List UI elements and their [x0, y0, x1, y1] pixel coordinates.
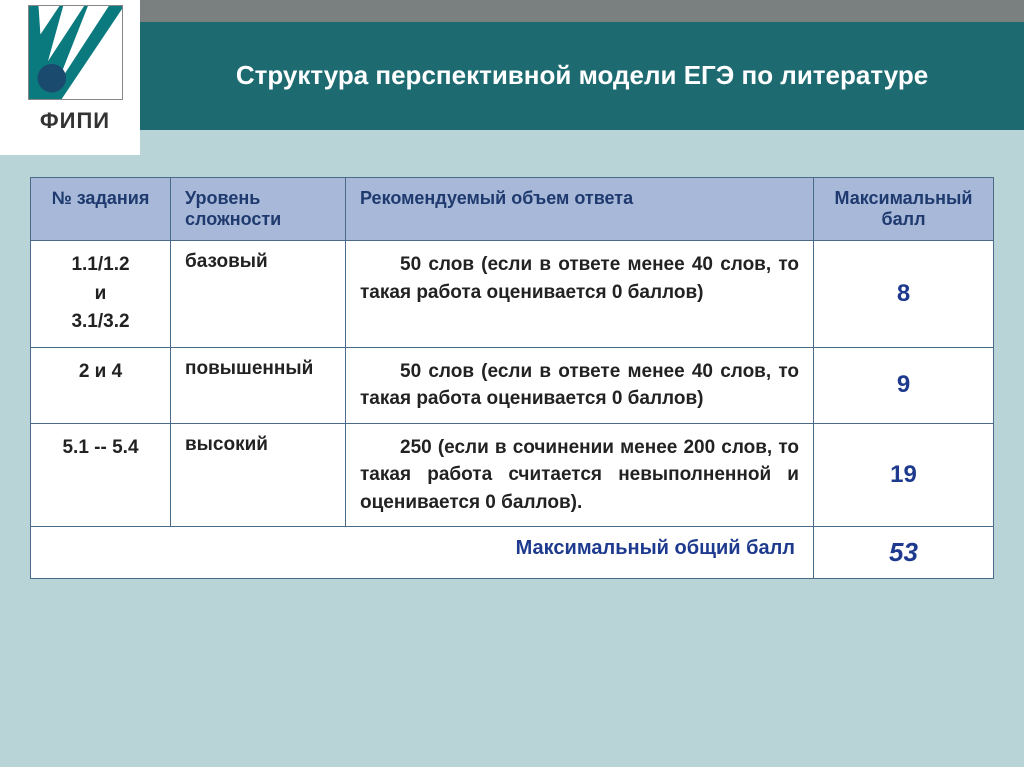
cell-task: 5.1 -- 5.4 [31, 423, 171, 527]
desc-text: 50 слов (если в ответе менее 40 слов, то… [360, 251, 799, 306]
cell-score: 19 [814, 423, 994, 527]
task-line-1: 1.1/1.2 [71, 254, 129, 275]
structure-table: № задания Уровень сложности Рекомендуемы… [30, 177, 994, 579]
header-shadow [140, 0, 1024, 22]
task-line-2: и [95, 283, 107, 304]
header-spacer [140, 130, 1024, 155]
col-header-task: № задания [31, 178, 171, 241]
cell-desc: 250 (если в сочинении менее 200 слов, то… [346, 423, 814, 527]
task-line-3: 3.1/3.2 [71, 311, 129, 332]
logo-label: ФИПИ [15, 108, 135, 134]
cell-level: базовый [171, 241, 346, 348]
table-total-row: Максимальный общий балл 53 [31, 527, 994, 579]
desc-text: 50 слов (если в ответе менее 40 слов, то… [360, 358, 799, 413]
col-header-desc: Рекомендуемый объем ответа [346, 178, 814, 241]
cell-task: 2 и 4 [31, 347, 171, 423]
cell-desc: 50 слов (если в ответе менее 40 слов, то… [346, 347, 814, 423]
cell-task: 1.1/1.2 и 3.1/3.2 [31, 241, 171, 348]
total-label: Максимальный общий балл [31, 527, 814, 579]
table-row: 1.1/1.2 и 3.1/3.2 базовый 50 слов (если … [31, 241, 994, 348]
table-header-row: № задания Уровень сложности Рекомендуемы… [31, 178, 994, 241]
col-header-level: Уровень сложности [171, 178, 346, 241]
cell-desc: 50 слов (если в ответе менее 40 слов, то… [346, 241, 814, 348]
content-area: № задания Уровень сложности Рекомендуемы… [0, 155, 1024, 579]
table-row: 5.1 -- 5.4 высокий 250 (если в сочинении… [31, 423, 994, 527]
logo-block: ФИПИ [15, 0, 135, 155]
total-score: 53 [814, 527, 994, 579]
cell-score: 9 [814, 347, 994, 423]
cell-score: 8 [814, 241, 994, 348]
table-row: 2 и 4 повышенный 50 слов (если в ответе … [31, 347, 994, 423]
desc-text: 250 (если в сочинении менее 200 слов, то… [360, 434, 799, 517]
cell-level: высокий [171, 423, 346, 527]
header-area: ФИПИ Структура перспективной модели ЕГЭ … [0, 0, 1024, 155]
page-title: Структура перспективной модели ЕГЭ по ли… [140, 22, 1024, 130]
col-header-score: Максимальный балл [814, 178, 994, 241]
fipi-logo-icon [28, 5, 123, 100]
cell-level: повышенный [171, 347, 346, 423]
